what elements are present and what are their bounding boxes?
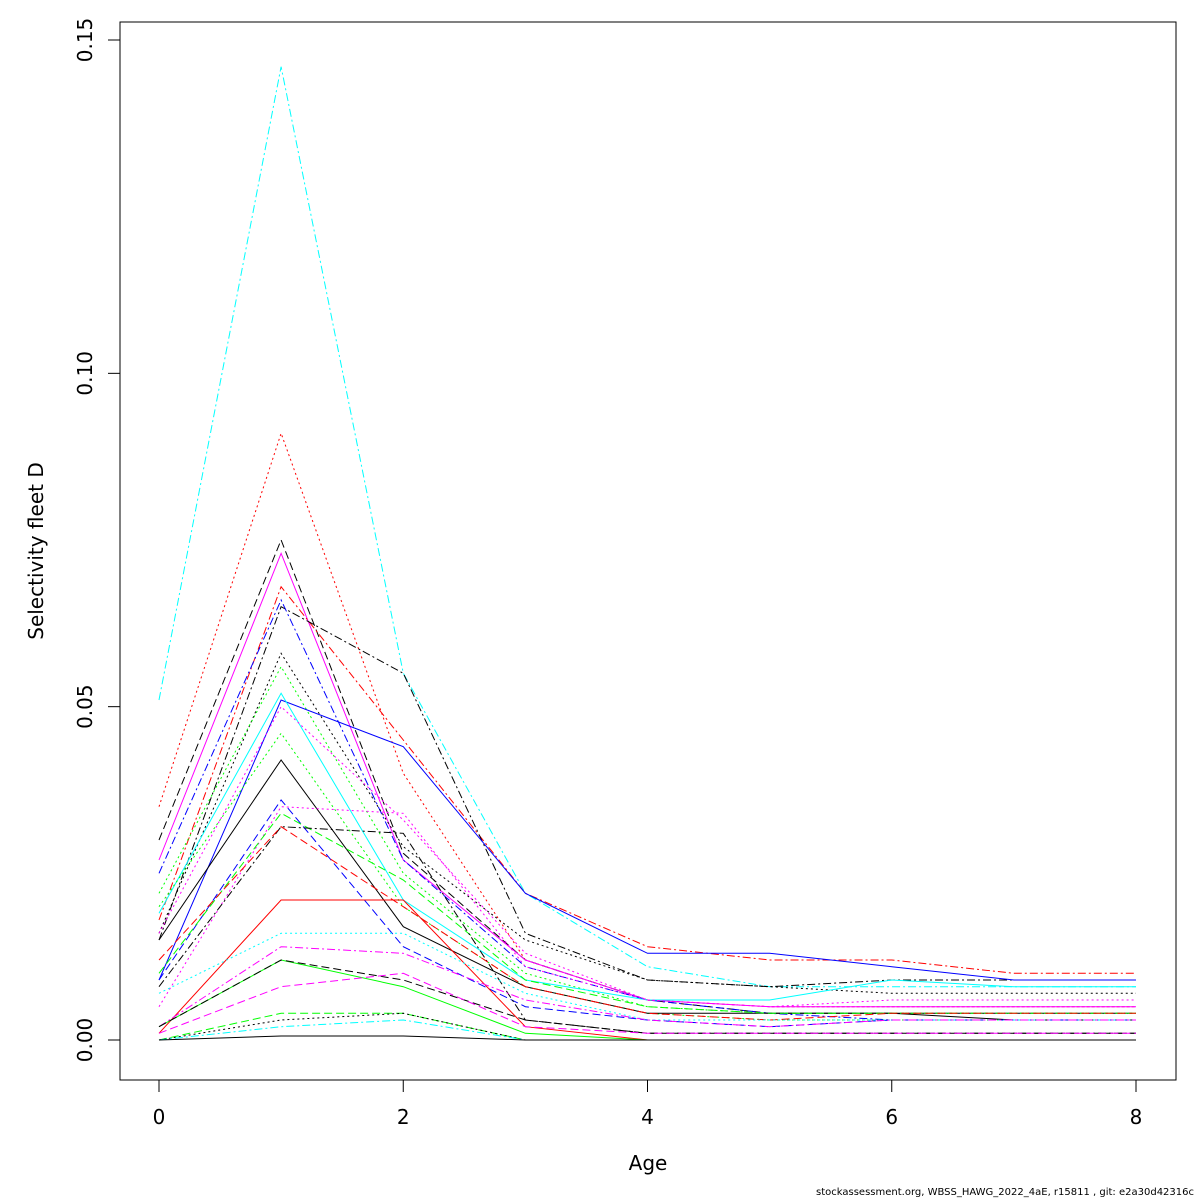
series-line-7 <box>158 598 1136 1021</box>
series-line-3 <box>158 538 1136 1014</box>
series-line-17 <box>158 812 1136 1014</box>
footer-credit: stockassessment.org, WBSS_HAWG_2022_4aE,… <box>816 1187 1194 1198</box>
series-line-8 <box>158 652 1136 994</box>
series-line-2 <box>158 431 1136 1008</box>
series-line-15 <box>158 799 1136 1028</box>
series-line-19 <box>158 826 1136 1021</box>
series-line-24 <box>158 959 1136 1034</box>
series-line-28 <box>158 1019 1136 1041</box>
series-line-9 <box>158 665 1136 1014</box>
series-line-6 <box>158 605 1136 988</box>
series-line-29 <box>158 1035 1136 1041</box>
x-tick-label-6: 6 <box>885 1105 898 1129</box>
y-tick-label-2: 0.10 <box>73 351 97 396</box>
y-axis: 0.00 0.05 0.10 0.15 <box>73 18 121 1063</box>
y-tick-label-0: 0.00 <box>73 1018 97 1063</box>
series-line-18 <box>158 826 1136 1034</box>
x-tick-label-0: 0 <box>153 1105 166 1129</box>
x-axis: 0 2 4 6 8 <box>153 1079 1143 1129</box>
series-line-12 <box>158 705 1136 1008</box>
y-tick-label-1: 0.05 <box>73 684 97 729</box>
series-line-5 <box>158 585 1136 974</box>
series-line-22 <box>158 946 1136 1028</box>
series-line-25 <box>158 972 1136 1034</box>
series-line-11 <box>158 692 1136 1001</box>
series-group <box>158 66 1136 1041</box>
x-axis-label: Age <box>629 1151 668 1175</box>
series-line-10 <box>158 699 1136 981</box>
x-tick-label-4: 4 <box>641 1105 654 1129</box>
y-axis-label: Selectivity fleet D <box>24 462 48 640</box>
y-tick-label-3: 0.15 <box>73 18 97 63</box>
series-line-4 <box>158 551 1136 1008</box>
series-line-16 <box>158 806 1136 1008</box>
x-tick-label-2: 2 <box>397 1105 410 1129</box>
x-tick-label-8: 8 <box>1130 1105 1143 1129</box>
series-line-1 <box>158 66 1136 988</box>
series-line-21 <box>158 932 1136 1021</box>
plot-frame <box>119 21 1177 1081</box>
series-line-14 <box>158 759 1136 1021</box>
